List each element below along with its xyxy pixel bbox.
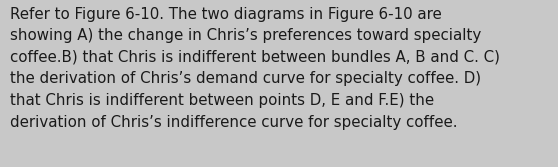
Text: Refer to Figure 6-10. The two diagrams in Figure 6-10 are
showing A) the change : Refer to Figure 6-10. The two diagrams i… — [10, 7, 500, 130]
